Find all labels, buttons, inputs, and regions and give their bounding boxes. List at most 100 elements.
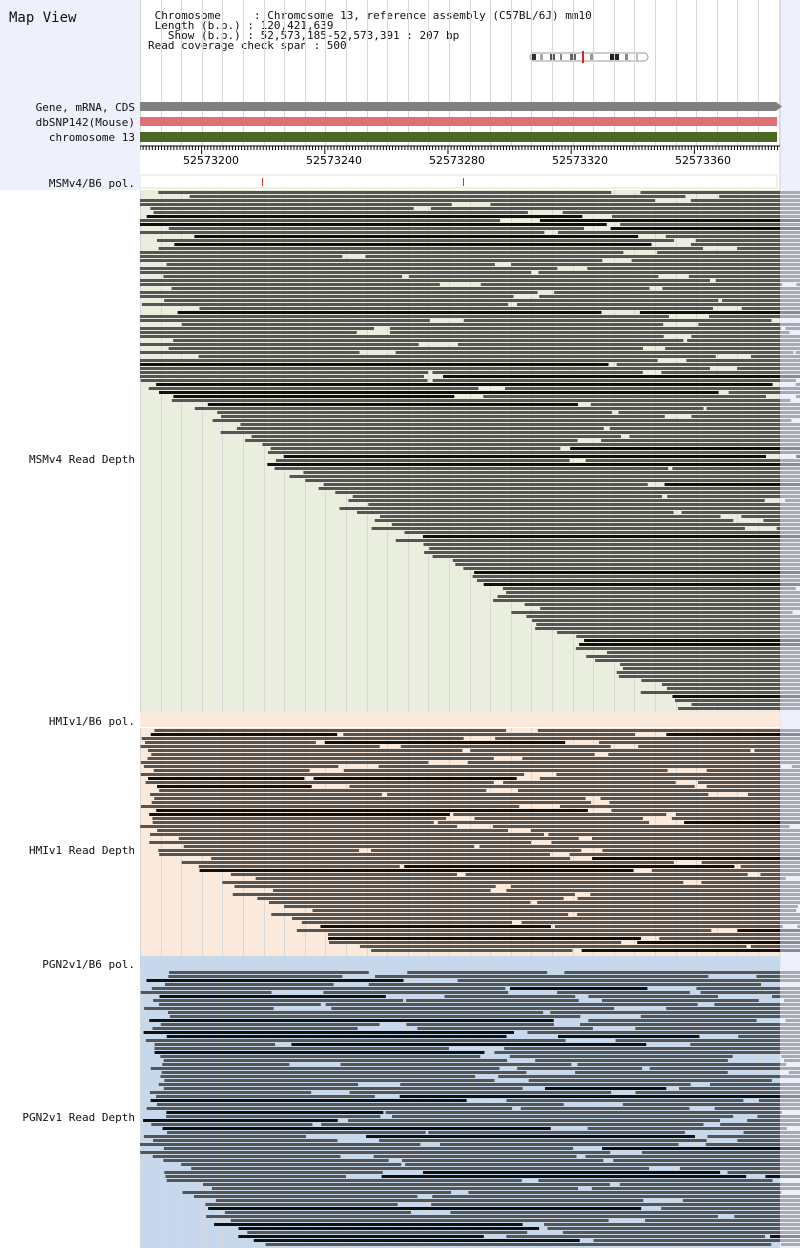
read-segment: [292, 917, 800, 920]
read-segment: [194, 235, 639, 238]
page-title: Map View: [9, 10, 77, 26]
read-segment: [570, 447, 800, 450]
read-segment: [140, 283, 440, 286]
read-segment: [202, 1183, 610, 1186]
read-segment: [431, 1203, 800, 1206]
read-segment: [296, 929, 712, 932]
read-segment: [166, 263, 495, 266]
read-segment: [380, 515, 721, 518]
read-segment: [691, 703, 800, 706]
read-segment: [696, 987, 800, 990]
ruler-tick-label: 52573320: [552, 154, 608, 167]
length-key: Length (b.p.) :: [154, 19, 261, 32]
read-segment: [153, 211, 528, 214]
read-segment: [339, 507, 800, 510]
read-segment: [532, 619, 800, 622]
ideogram-band: [540, 54, 543, 60]
chromosome-track-bar: [140, 132, 777, 142]
read-segment: [517, 303, 800, 306]
length-value: 120,421,639: [260, 19, 334, 32]
read-segment: [352, 495, 663, 498]
read-segment: [468, 1191, 782, 1194]
read-segment: [756, 975, 800, 978]
read-segment: [641, 1151, 800, 1154]
read-segment: [492, 825, 790, 828]
read-segment: [708, 315, 800, 318]
read-segment: [198, 865, 400, 868]
track-label-pgn-pol[interactable]: PGN2v1/B6 pol.: [42, 958, 135, 971]
track-label-chromosome[interactable]: chromosome 13: [48, 131, 135, 144]
read-segment: [538, 1179, 773, 1182]
read-segment: [150, 733, 338, 736]
read-segment: [587, 267, 800, 270]
track-label-msm-depth[interactable]: MSMv4 Read Depth: [29, 453, 135, 466]
read-segment: [619, 1183, 800, 1186]
read-segment: [154, 1043, 276, 1046]
read-segment: [140, 295, 514, 298]
read-segment: [551, 841, 800, 844]
read-segment: [601, 999, 759, 1002]
read-segment: [273, 889, 491, 892]
read-segment: [743, 1131, 800, 1134]
read-segment: [539, 295, 800, 298]
read-segment: [159, 995, 386, 998]
read-segment: [154, 1047, 449, 1050]
read-segment: [509, 987, 648, 990]
read-segment: [701, 881, 800, 884]
read-segment: [140, 825, 458, 828]
read-segment: [375, 975, 709, 978]
read-segment: [609, 801, 800, 804]
genome-browser-canvas[interactable]: 52573200 52573240 52573280 52573320 52573360: [140, 0, 800, 1248]
gene-track-bar: [140, 102, 776, 111]
read-segment: [511, 611, 793, 614]
read-segment: [498, 1075, 800, 1078]
read-segment: [283, 455, 766, 458]
read-segment: [335, 491, 800, 494]
read-segment: [406, 1023, 554, 1026]
read-segment: [667, 495, 800, 498]
read-segment: [688, 275, 800, 278]
read-segment: [649, 1067, 800, 1070]
read-segment: [160, 1075, 476, 1078]
read-segment: [661, 683, 800, 686]
read-segment: [143, 1119, 338, 1122]
read-segment: [690, 199, 800, 202]
ruler-tick-label: 52573200: [183, 154, 239, 167]
read-segment: [476, 579, 800, 582]
read-segment: [303, 471, 800, 474]
track-label-pgn-depth[interactable]: PGN2v1 Read Depth: [22, 1111, 135, 1124]
read-segment: [672, 695, 800, 698]
read-segment: [191, 1167, 650, 1170]
read-segment: [163, 1087, 523, 1090]
track-label-hmi-pol[interactable]: HMIv1/B6 pol.: [48, 715, 135, 728]
track-label-msm-pol[interactable]: MSMv4/B6 pol.: [48, 177, 135, 190]
read-segment: [199, 869, 634, 872]
read-segment: [289, 475, 800, 478]
read-segment: [140, 255, 343, 258]
read-segment: [599, 741, 800, 744]
read-segment: [417, 1027, 593, 1030]
read-segment: [747, 1119, 800, 1122]
read-segment: [404, 531, 800, 534]
read-segment: [557, 631, 800, 634]
read-segment: [328, 937, 642, 940]
read-segment: [357, 511, 674, 514]
read-segment: [211, 1187, 579, 1190]
track-label-gene[interactable]: Gene, mRNA, CDS: [35, 101, 135, 114]
read-segment: [140, 315, 669, 318]
read-segment: [159, 789, 487, 792]
read-segment: [432, 555, 800, 558]
read-segment: [409, 275, 659, 278]
read-segment: [348, 1119, 720, 1122]
read-segment: [150, 833, 545, 836]
track-label-snp[interactable]: dbSNP142(Mouse): [35, 116, 135, 129]
read-segment: [483, 395, 766, 398]
read-segment: [150, 1067, 500, 1070]
read-segment: [232, 893, 575, 896]
track-label-hmi-depth[interactable]: HMIv1 Read Depth: [29, 844, 135, 857]
read-segment: [737, 1139, 800, 1142]
read-segment: [183, 845, 475, 848]
read-segment: [615, 1039, 800, 1042]
read-segment: [734, 1215, 800, 1218]
read-segment: [140, 745, 380, 748]
